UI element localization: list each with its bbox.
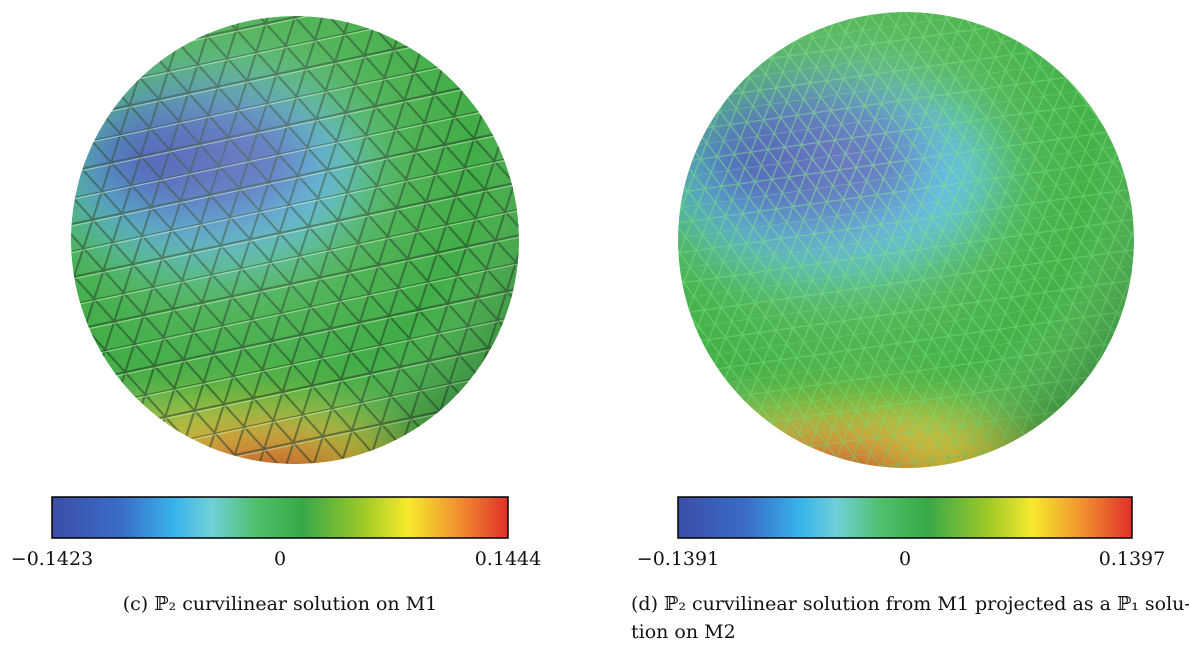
colorbar-tick: −0.1391 [637, 548, 719, 570]
colorbar-tick: 0 [899, 548, 911, 570]
colorbar-tick: −0.1423 [11, 548, 93, 570]
colorbar [677, 496, 1133, 539]
caption: (d) ℙ₂ curvilinear solution from M1 proj… [631, 593, 1189, 615]
caption: tion on M2 [631, 621, 736, 643]
colorbar-tick: 0.1444 [475, 548, 541, 570]
colorbar-tick: 0 [274, 548, 286, 570]
sphere-c [71, 16, 519, 464]
caption: (c) ℙ₂ curvilinear solution on M1 [123, 593, 438, 615]
colorbar [51, 496, 509, 539]
sphere-d [678, 12, 1134, 468]
colorbar-tick: 0.1397 [1099, 548, 1165, 570]
